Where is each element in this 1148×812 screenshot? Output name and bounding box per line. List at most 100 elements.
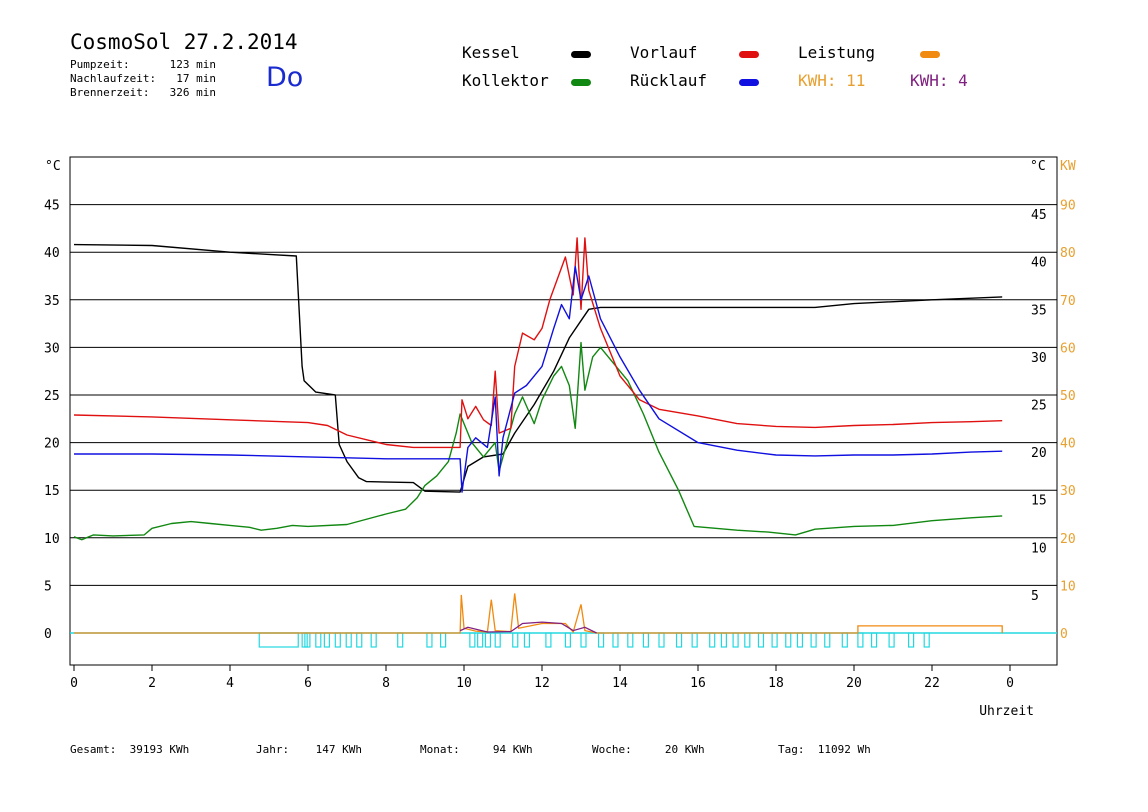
pump-block xyxy=(658,632,665,648)
y-tick-label-right: 30 xyxy=(1031,351,1047,366)
legend-leistung-swatch xyxy=(920,51,940,58)
x-tick-label: 0 xyxy=(1006,676,1014,691)
legend-ruecklauf-swatch xyxy=(739,79,759,86)
pump-block xyxy=(757,632,765,648)
footer-label: Tag: xyxy=(778,743,805,756)
pump-block xyxy=(440,632,447,648)
pump-block xyxy=(258,632,299,648)
info-value: 123 min xyxy=(169,58,216,71)
legend-kollektor-swatch xyxy=(571,79,591,86)
x-tick-label: 4 xyxy=(226,676,234,691)
info-row-nachlaufzeit: Nachlaufzeit: 17 min xyxy=(70,72,216,85)
y-tick-label-left: 30 xyxy=(44,341,60,356)
y-tick-label-right: 25 xyxy=(1031,399,1047,414)
pump-block xyxy=(720,632,728,648)
info-label: Brennerzeit: xyxy=(70,86,150,99)
legend-ruecklauf-label: Rücklauf xyxy=(630,71,708,90)
pump-block xyxy=(888,632,895,648)
y2-tick-label: 60 xyxy=(1060,341,1076,356)
info-row-brennerzeit: Brennerzeit: 326 min xyxy=(70,86,216,99)
y-tick-label-right: 45 xyxy=(1031,208,1047,223)
pump-block xyxy=(345,632,352,648)
info-label: Nachlaufzeit: xyxy=(70,72,157,85)
y-tick-label-right: 15 xyxy=(1031,494,1047,509)
pump-block xyxy=(612,632,619,648)
legend-vorlauf-swatch xyxy=(739,51,759,58)
y2-unit: KW xyxy=(1060,159,1076,174)
footer-value: 94 KWh xyxy=(492,743,533,756)
pump-block xyxy=(545,632,552,648)
y-tick-label-left: 15 xyxy=(44,484,60,499)
y-tick-label-right: 20 xyxy=(1031,446,1047,461)
pump-block xyxy=(796,632,804,648)
y-tick-label-left: 35 xyxy=(44,294,60,309)
x-tick-label: 12 xyxy=(534,676,550,691)
y-unit-right: °C xyxy=(1030,159,1046,174)
footer-label: Woche: xyxy=(592,743,632,756)
series-kwh-4 xyxy=(459,621,597,634)
x-axis-label: Uhrzeit xyxy=(979,704,1034,719)
y-tick-label-left: 25 xyxy=(44,389,60,404)
pump-block xyxy=(477,632,484,648)
series-line-vorlauf xyxy=(73,237,1003,449)
pump-block xyxy=(709,632,716,648)
y-tick-label-left: 10 xyxy=(44,532,60,547)
pump-block xyxy=(923,632,930,648)
pump-block xyxy=(494,632,501,648)
plot-frame xyxy=(69,156,1058,666)
y2-tick-label: 40 xyxy=(1060,437,1076,452)
pump-block xyxy=(691,632,698,648)
legend-kessel-swatch xyxy=(571,51,591,58)
footer-value: 20 KWh xyxy=(664,743,705,756)
legend-kwh-collector: KWH: 11 xyxy=(798,71,866,90)
pump-block xyxy=(785,632,792,648)
footer-label: Jahr: xyxy=(256,743,290,756)
series-line-kessel xyxy=(73,243,1003,493)
y2-tick-label: 90 xyxy=(1060,199,1076,214)
legend-kessel-label: Kessel xyxy=(462,43,520,62)
pump-block xyxy=(334,632,341,648)
pump-block xyxy=(370,632,377,648)
y-tick-label-left: 5 xyxy=(44,579,52,594)
x-tick-label: 16 xyxy=(690,676,706,691)
footer-woche: Woche: 20 KWh xyxy=(592,743,705,756)
y2-tick-label: 80 xyxy=(1060,246,1076,261)
footer-tag: Tag: 11092 Wh xyxy=(778,743,871,756)
x-tick-label: 8 xyxy=(382,676,390,691)
pump-block xyxy=(523,632,531,648)
pump-block xyxy=(597,632,605,648)
x-tick-label: 18 xyxy=(768,676,784,691)
footer-monat: Monat: 94 KWh xyxy=(420,743,533,756)
y-tick-label-right: 35 xyxy=(1031,303,1047,318)
y-tick-label-right: 5 xyxy=(1031,589,1039,604)
pump-block xyxy=(642,632,650,648)
pump-block xyxy=(907,632,915,648)
footer-label: Monat: xyxy=(420,743,460,756)
y2-tick-label: 0 xyxy=(1060,627,1068,642)
pump-block xyxy=(627,632,634,648)
footer-value: 147 KWh xyxy=(315,743,362,756)
pump-block xyxy=(824,632,831,648)
footer-gesamt: Gesamt: 39193 KWh xyxy=(70,743,189,756)
y-tick-label-left: 20 xyxy=(44,437,60,452)
pump-block xyxy=(315,632,322,648)
y-tick-label-right: 10 xyxy=(1031,541,1047,556)
x-tick-label: 6 xyxy=(304,676,312,691)
x-tick-label: 2 xyxy=(148,676,156,691)
pump-block xyxy=(484,632,492,648)
pump-block xyxy=(469,632,476,648)
y-tick-label-left: 40 xyxy=(44,246,60,261)
footer-jahr: Jahr: 147 KWh xyxy=(256,743,362,756)
y2-tick-label: 50 xyxy=(1060,389,1076,404)
pump-block xyxy=(771,632,778,648)
footer-value: 39193 KWh xyxy=(129,743,190,756)
pump-block xyxy=(744,632,751,648)
info-label: Pumpzeit: xyxy=(70,58,130,71)
series-line-ruecklauf xyxy=(74,265,1003,493)
x-tick-label: 20 xyxy=(846,676,862,691)
pump-block xyxy=(356,632,363,648)
pump-block xyxy=(580,632,587,648)
pump-block xyxy=(732,632,739,648)
x-tick-label: 22 xyxy=(924,676,940,691)
